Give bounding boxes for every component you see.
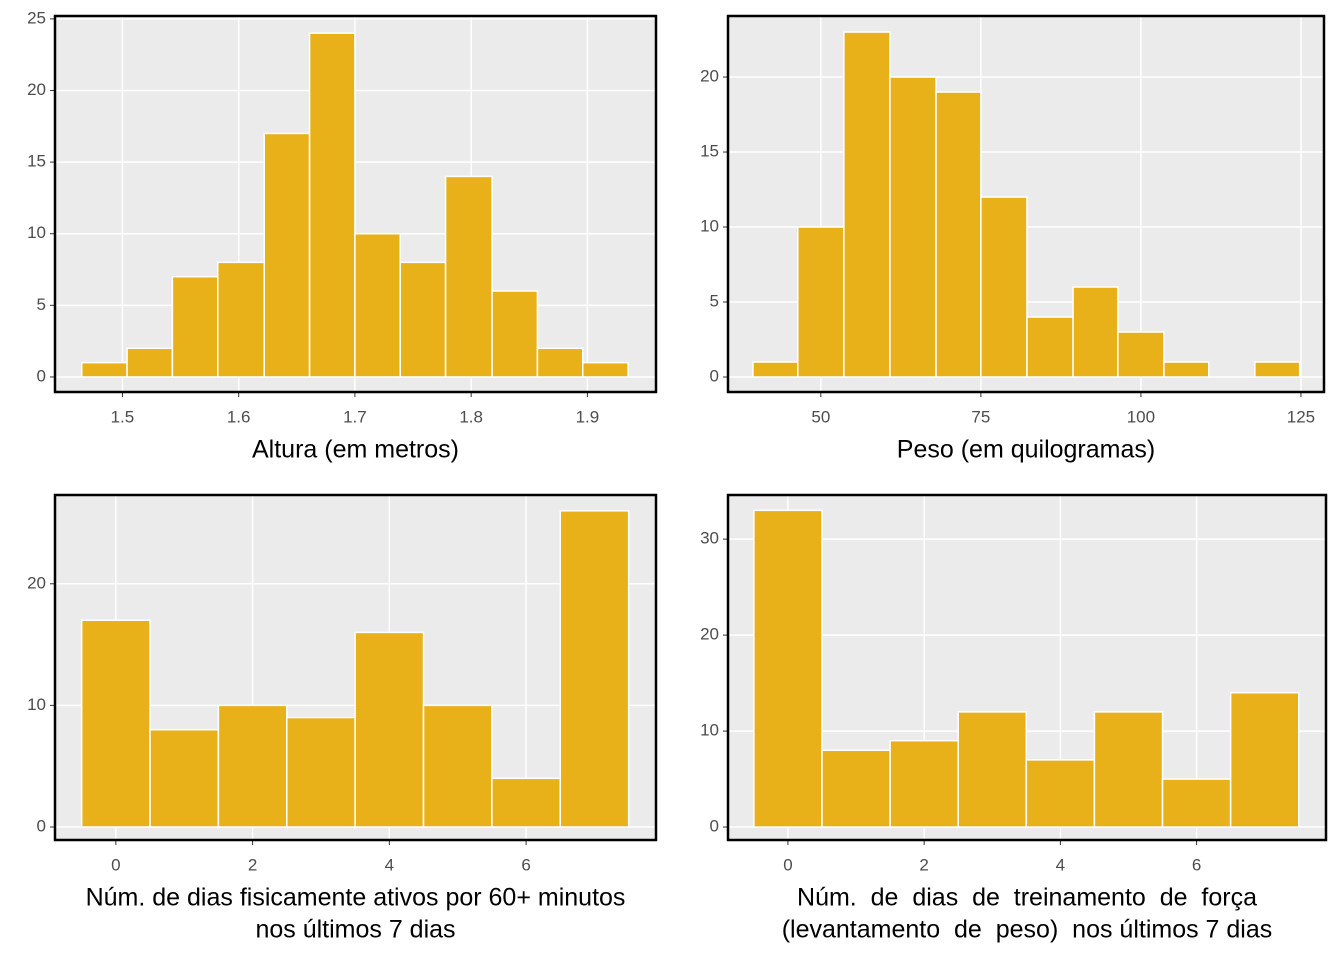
bar (935, 91, 982, 378)
x-axis-label: Altura (em metros) (252, 436, 459, 464)
x-tick-label: 6 (1192, 855, 1201, 874)
bar (843, 31, 891, 378)
bar (1254, 361, 1301, 378)
bar (399, 261, 447, 378)
bar (491, 290, 539, 378)
y-tick-label: 25 (27, 8, 46, 27)
bar (752, 361, 799, 378)
x-tick-label: 2 (248, 855, 257, 874)
bar (536, 347, 584, 378)
x-tick-label: 0 (783, 855, 792, 874)
x-tick-label: 100 (1127, 407, 1155, 426)
bar (889, 76, 937, 378)
y-tick-label: 20 (27, 80, 46, 99)
x-tick-label: 75 (971, 407, 990, 426)
bar (1161, 778, 1232, 828)
bar (559, 510, 630, 828)
bar (80, 361, 128, 378)
x-axis-label: Peso (em quilogramas) (897, 436, 1155, 464)
y-tick-label: 10 (27, 223, 46, 242)
bar (171, 275, 219, 378)
x-tick-label: 50 (811, 407, 830, 426)
bar (149, 728, 220, 828)
bar (957, 711, 1028, 828)
panel-border (53, 493, 658, 842)
bar (1117, 331, 1165, 378)
bar (491, 777, 562, 828)
bar (354, 232, 402, 378)
x-tick-label: 125 (1287, 407, 1315, 426)
bar (889, 739, 959, 828)
x-tick-label: 2 (919, 855, 928, 874)
y-tick-label: 0 (710, 366, 719, 385)
bar (444, 175, 493, 378)
bar (753, 509, 823, 828)
bar (286, 716, 356, 828)
bar (1163, 361, 1210, 378)
bar (582, 361, 629, 378)
bar (797, 226, 845, 378)
bar (980, 196, 1028, 378)
bar (217, 704, 288, 828)
x-tick-label: 4 (385, 855, 394, 874)
panel-border (726, 14, 1326, 394)
x-axis-label: Núm. de dias de treinamento de força (797, 884, 1257, 912)
panel-border (53, 14, 658, 394)
bar (308, 32, 356, 378)
x-tick-label: 1.5 (111, 407, 135, 426)
x-tick-label: 0 (111, 855, 120, 874)
y-tick-label: 10 (27, 695, 46, 714)
y-tick-label: 30 (700, 529, 719, 548)
x-tick-label: 1.8 (459, 407, 483, 426)
x-tick-label: 6 (521, 855, 530, 874)
x-tick-label: 1.9 (576, 407, 600, 426)
bar (1229, 691, 1300, 828)
bar (1025, 759, 1096, 828)
bar (354, 631, 425, 828)
y-tick-label: 0 (710, 817, 719, 836)
y-tick-label: 5 (710, 291, 719, 310)
x-axis-label: nos últimos 7 dias (255, 916, 455, 944)
x-tick-label: 1.6 (227, 407, 251, 426)
y-tick-label: 15 (700, 142, 719, 161)
y-tick-label: 0 (37, 366, 46, 385)
y-tick-label: 0 (37, 816, 46, 835)
x-axis-label: Núm. de dias fisicamente ativos por 60+ … (86, 884, 626, 912)
y-tick-label: 10 (700, 217, 719, 236)
panel-border (726, 493, 1328, 842)
bar (821, 749, 891, 828)
y-tick-label: 5 (37, 295, 46, 314)
y-tick-label: 20 (700, 67, 719, 86)
bar (263, 132, 311, 378)
bar (126, 347, 174, 378)
bar (1093, 711, 1164, 828)
y-tick-label: 10 (700, 721, 719, 740)
bar (216, 261, 265, 378)
bar (1026, 316, 1074, 378)
x-tick-label: 1.7 (343, 407, 367, 426)
y-tick-label: 20 (700, 625, 719, 644)
bar (80, 619, 151, 828)
x-axis-label: (levantamento de peso) nos últimos 7 dia… (782, 916, 1273, 944)
y-tick-label: 20 (27, 573, 46, 592)
bar (422, 704, 493, 828)
bar (1072, 286, 1119, 378)
y-tick-label: 15 (27, 152, 46, 171)
x-tick-label: 4 (1056, 855, 1065, 874)
